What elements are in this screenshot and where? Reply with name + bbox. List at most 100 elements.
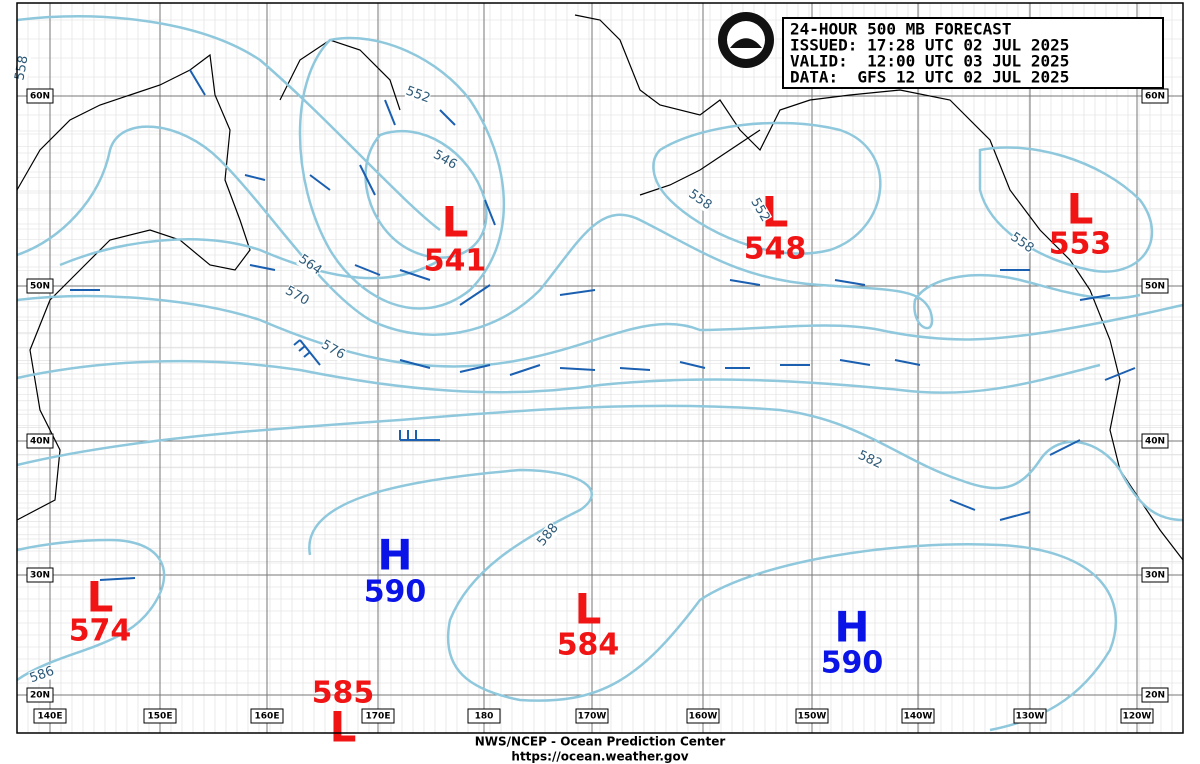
lon-label-box xyxy=(250,708,284,724)
lon-label-box xyxy=(575,708,609,724)
wind-barb xyxy=(70,69,496,291)
contour-label-bg xyxy=(747,196,773,224)
center-value: 585 xyxy=(312,676,375,711)
logo-bird xyxy=(730,38,762,48)
lat-label-right: 60N xyxy=(1145,92,1165,102)
contour-label-bg xyxy=(686,187,714,213)
lon-label-box xyxy=(361,708,395,724)
lon-label-box xyxy=(795,708,829,724)
lat-label-left-box xyxy=(26,567,54,583)
center-value: 553 xyxy=(1049,227,1112,262)
contour xyxy=(652,121,882,255)
lat-label-left-box xyxy=(26,278,54,294)
lon-label: 170W xyxy=(578,712,607,722)
contour-label-bg xyxy=(283,283,311,309)
contour-label-bg xyxy=(1008,230,1036,256)
contour xyxy=(16,359,1101,394)
labels: 60N 60N 50N 50N 40N 40N 30N 30N 20N 20N 140E 150E 16… xyxy=(12,54,1169,752)
lon-label-box xyxy=(1120,708,1154,724)
lat-label-left: 20N xyxy=(30,691,50,701)
footer-url: https://ocean.weather.gov xyxy=(511,750,688,764)
center-type: L xyxy=(87,573,114,622)
lat-label-right: 40N xyxy=(1145,437,1165,447)
contour-label-bg xyxy=(431,147,459,173)
header-line: 24-HOUR 500 MB FORECAST xyxy=(790,20,1012,39)
center-type: L xyxy=(330,703,357,752)
contour-label-bg xyxy=(534,521,562,549)
lon-label-box xyxy=(143,708,177,724)
lon-label-box xyxy=(1013,708,1047,724)
contour xyxy=(364,129,488,259)
lon-label: 140W xyxy=(904,712,933,722)
center-type: L xyxy=(442,198,469,247)
center-value: 584 xyxy=(557,628,620,663)
center-type: H xyxy=(834,603,869,652)
lon-label: 140E xyxy=(38,712,63,722)
lat-label-left-box xyxy=(26,687,54,703)
lat-label-left-box xyxy=(26,433,54,449)
wind-barb xyxy=(293,339,321,366)
wind-barb xyxy=(399,359,921,376)
contour xyxy=(16,15,441,231)
lat-label-right-box xyxy=(1141,567,1169,583)
lon-label: 120W xyxy=(1123,712,1152,722)
lat-label-left: 40N xyxy=(30,437,50,447)
contour xyxy=(16,294,1184,368)
lon-label-box xyxy=(686,708,720,724)
lon-label: 160W xyxy=(689,712,718,722)
center-type: L xyxy=(575,585,602,634)
lat-label-right-box xyxy=(1141,433,1169,449)
center-type: H xyxy=(377,531,412,580)
header-line: ISSUED: 17:28 UTC 02 JUL 2025 xyxy=(790,36,1069,55)
wind-barb xyxy=(99,367,1136,581)
lat-label-right: 50N xyxy=(1145,282,1165,292)
wind-barb xyxy=(459,269,1111,306)
center-value: 590 xyxy=(821,646,884,681)
wind-barbs xyxy=(70,69,1136,581)
lat-label-left: 50N xyxy=(30,282,50,292)
coastline xyxy=(16,53,251,521)
contour-label-bg xyxy=(319,337,347,363)
contour-label-bg xyxy=(28,664,56,686)
center-type: L xyxy=(1067,185,1094,234)
contour-label-bg xyxy=(856,448,884,472)
lat-label-right: 20N xyxy=(1145,691,1165,701)
lat-label-right: 30N xyxy=(1145,571,1165,581)
center-value: 541 xyxy=(424,244,487,279)
lat-label-left-box xyxy=(26,88,54,104)
contour xyxy=(16,538,166,682)
header-line: VALID: 12:00 UTC 03 JUL 2025 xyxy=(790,52,1069,71)
lat-label-right-box xyxy=(1141,88,1169,104)
center-value: 548 xyxy=(744,232,807,267)
center-value: 590 xyxy=(364,575,427,610)
footer-agency: NWS/NCEP - Ocean Prediction Center xyxy=(475,735,726,749)
lon-label: 150E xyxy=(148,712,173,722)
noaa-logo xyxy=(718,12,774,68)
center-value: 574 xyxy=(69,614,132,649)
lat-label-left: 30N xyxy=(30,571,50,581)
lon-label-box xyxy=(33,708,67,724)
contour xyxy=(298,36,506,310)
lat-label-right-box xyxy=(1141,687,1169,703)
contour xyxy=(16,404,1184,522)
lon-label: 130W xyxy=(1016,712,1045,722)
lon-label-box xyxy=(901,708,935,724)
lon-label: 160E xyxy=(255,712,280,722)
wind-barb xyxy=(399,430,440,441)
contour xyxy=(308,468,1118,732)
header-box xyxy=(782,17,1164,89)
grid xyxy=(16,3,1183,733)
coastline xyxy=(574,14,1184,561)
contour xyxy=(59,238,441,280)
lon-label-box xyxy=(467,708,501,724)
map-frame xyxy=(16,2,1184,734)
coastline xyxy=(279,39,401,111)
lon-label: 170E xyxy=(366,712,391,722)
contour xyxy=(16,125,1141,336)
lon-label: 180 xyxy=(475,712,494,722)
header-line: DATA: GFS 12 UTC 02 JUL 2025 xyxy=(790,68,1069,87)
contour-label-bg xyxy=(296,252,324,278)
